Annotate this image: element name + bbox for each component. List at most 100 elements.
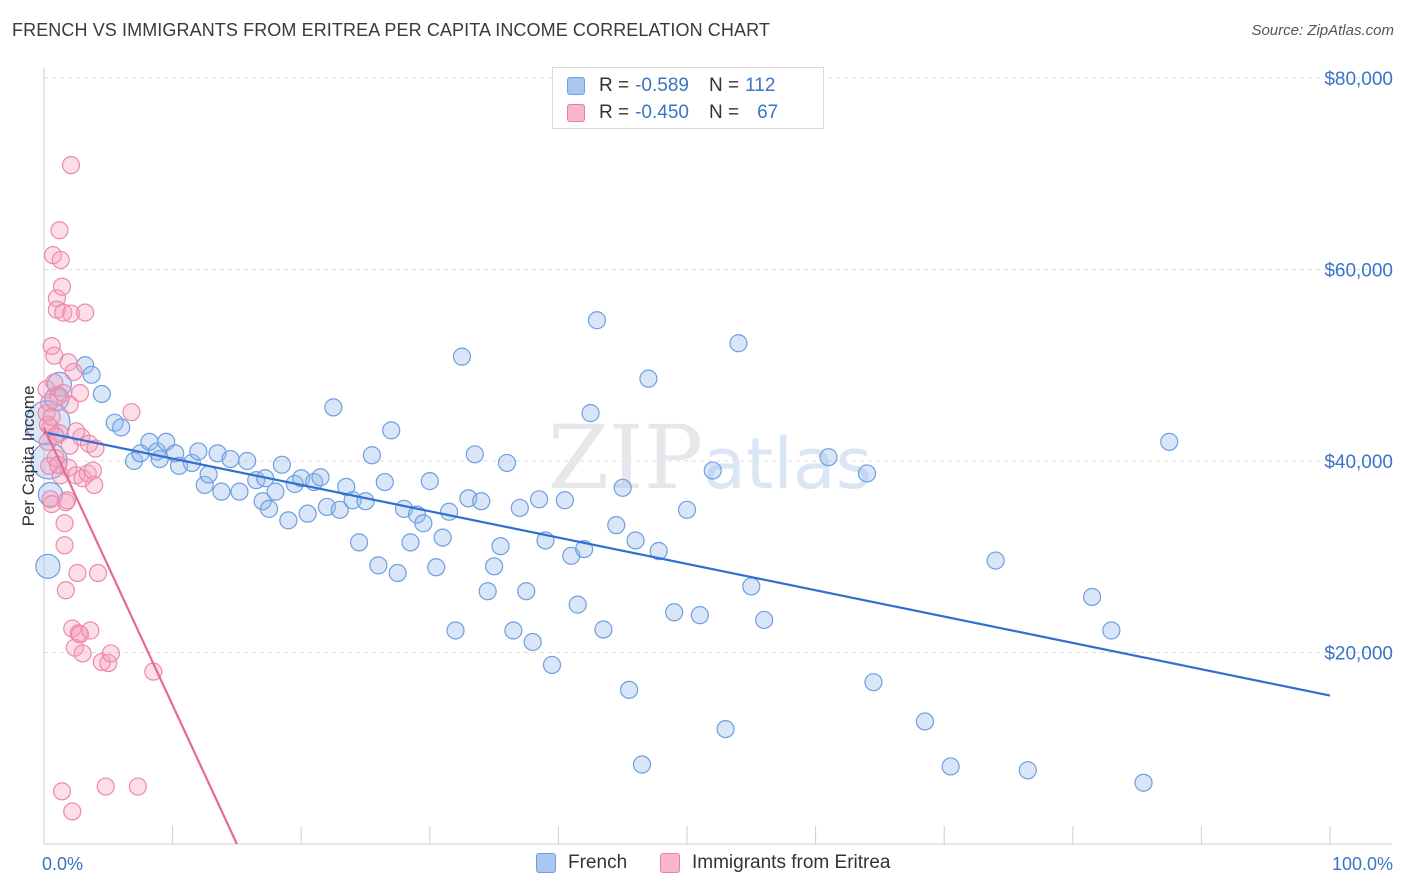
french-point bbox=[401, 533, 420, 552]
french-point bbox=[478, 582, 497, 601]
french-point bbox=[510, 498, 529, 518]
legend-row-french: R = -0.589 N = 112 bbox=[567, 74, 775, 98]
french-point bbox=[677, 500, 697, 519]
trend-lines bbox=[43, 427, 1331, 845]
french-point bbox=[665, 603, 684, 622]
french-point bbox=[485, 557, 504, 576]
french-point bbox=[212, 482, 231, 501]
eritrea-point bbox=[83, 461, 102, 480]
french-point bbox=[530, 490, 549, 509]
french-point bbox=[607, 516, 626, 535]
french-point bbox=[729, 334, 748, 353]
eritrea-point bbox=[78, 464, 97, 483]
french-point bbox=[388, 563, 407, 583]
eritrea-points bbox=[37, 156, 163, 821]
y-axis-label: Per Capita Income bbox=[19, 386, 38, 527]
legend-n-value-eritrea: 67 bbox=[757, 102, 779, 123]
x-tick-label-0: 0.0% bbox=[42, 854, 83, 874]
eritrea-point bbox=[56, 493, 75, 512]
eritrea-point bbox=[50, 221, 69, 240]
french-point bbox=[915, 712, 935, 731]
french-point bbox=[230, 482, 249, 501]
series-swatch-french bbox=[536, 853, 556, 873]
french-point bbox=[581, 404, 600, 423]
eritrea-point bbox=[68, 563, 87, 583]
grid-lines bbox=[44, 77, 1392, 653]
legend-r-value-french: -0.589 bbox=[635, 75, 689, 96]
french-point bbox=[497, 453, 517, 473]
series-swatch-eritrea bbox=[660, 853, 680, 873]
french-point bbox=[1102, 621, 1121, 640]
french-point bbox=[690, 606, 709, 625]
eritrea-point bbox=[60, 395, 79, 414]
legend-r-value-eritrea: -0.450 bbox=[635, 102, 689, 123]
eritrea-point bbox=[101, 644, 120, 663]
french-point bbox=[555, 491, 574, 510]
french-point bbox=[568, 595, 587, 614]
eritrea-point bbox=[96, 777, 115, 796]
french-point bbox=[587, 311, 607, 330]
french-point bbox=[439, 502, 459, 521]
y-tick-label-3: $80,000 bbox=[1324, 69, 1393, 90]
legend-r-label: R = bbox=[599, 102, 630, 123]
eritrea-point bbox=[54, 303, 73, 322]
french-point bbox=[986, 551, 1005, 570]
watermark-atlas: atlas bbox=[703, 423, 872, 505]
eritrea-point bbox=[122, 403, 141, 422]
axes bbox=[43, 68, 1392, 845]
eritrea-point bbox=[70, 625, 90, 644]
watermark: ZIPatlas bbox=[548, 406, 872, 509]
french-point bbox=[742, 577, 761, 596]
french-point bbox=[150, 449, 169, 469]
french-point bbox=[30, 442, 68, 480]
french-point bbox=[272, 455, 292, 474]
x-tick-labels: 0.0% 100.0% bbox=[42, 854, 1393, 874]
french-point bbox=[279, 511, 298, 530]
french-point bbox=[375, 472, 394, 492]
legend: R = -0.589 N = 112 R = -0.450 N = 67 bbox=[552, 67, 824, 129]
french-point bbox=[517, 582, 536, 601]
eritrea-point bbox=[81, 621, 100, 640]
eritrea-point bbox=[56, 581, 75, 600]
french-point bbox=[330, 500, 349, 519]
french-point bbox=[1082, 587, 1102, 607]
legend-swatch-eritrea bbox=[567, 104, 585, 122]
y-tick-label-0: $20,000 bbox=[1324, 644, 1393, 665]
french-point bbox=[465, 445, 484, 464]
watermark-zip: ZIP bbox=[548, 406, 703, 509]
eritrea-point bbox=[69, 624, 88, 643]
eritrea-point bbox=[59, 353, 78, 372]
eritrea-point bbox=[63, 802, 82, 821]
eritrea-point bbox=[88, 563, 108, 583]
french-point bbox=[613, 478, 632, 497]
eritrea-point bbox=[128, 777, 147, 796]
french-point bbox=[941, 757, 960, 776]
legend-n-label: N = bbox=[708, 102, 740, 123]
legend-n-label: N = bbox=[708, 75, 740, 96]
french-point bbox=[639, 369, 658, 388]
french-point bbox=[857, 464, 877, 483]
french-point bbox=[523, 632, 542, 652]
eritrea-point bbox=[55, 514, 74, 533]
french-point bbox=[112, 418, 131, 437]
y-tick-label-1: $40,000 bbox=[1324, 452, 1393, 473]
french-point bbox=[199, 465, 218, 484]
french-point bbox=[472, 492, 491, 511]
eritrea-point bbox=[70, 383, 90, 403]
eritrea-point bbox=[73, 644, 92, 663]
french-point bbox=[620, 680, 639, 699]
french-point bbox=[1018, 761, 1037, 780]
french-points bbox=[25, 311, 1179, 792]
eritrea-point bbox=[52, 277, 72, 296]
eritrea-point bbox=[42, 407, 61, 427]
french-point bbox=[259, 499, 279, 518]
french-point bbox=[92, 384, 111, 404]
eritrea-point bbox=[40, 393, 59, 412]
french-point bbox=[35, 553, 61, 579]
french-point bbox=[362, 446, 382, 465]
french-point bbox=[195, 475, 214, 495]
french-point bbox=[238, 451, 257, 471]
eritrea-point bbox=[51, 250, 70, 270]
french-point bbox=[491, 537, 510, 556]
